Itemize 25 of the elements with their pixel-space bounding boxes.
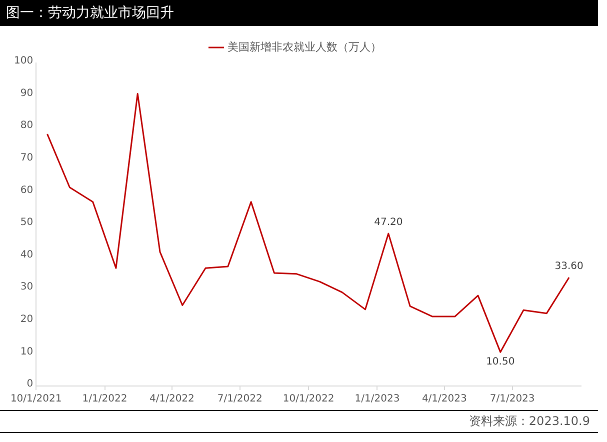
y-tick-label: 40: [20, 249, 34, 260]
chart-title: 图一：劳动力就业市场回升: [0, 0, 598, 26]
y-tick-label: 30: [20, 282, 34, 293]
data-label: 33.60: [554, 261, 584, 272]
y-tick-label: 70: [20, 152, 34, 164]
y-tick-label: 10: [20, 346, 34, 358]
x-tick-label: 4/1/2023: [422, 394, 467, 405]
y-tick-label: 90: [20, 88, 34, 99]
x-tick-label: 10/1/2022: [282, 394, 334, 405]
y-tick-label: 80: [20, 120, 34, 132]
y-tick-label: 0: [26, 378, 34, 390]
data-label: 10.50: [486, 356, 515, 368]
y-tick-label: 60: [20, 184, 34, 196]
x-tick-label: 7/1/2022: [217, 394, 262, 405]
x-tick-label: 7/1/2023: [490, 394, 535, 405]
y-tick-label: 20: [20, 314, 34, 325]
x-tick-label: 1/1/2022: [82, 394, 128, 405]
x-tick-label: 10/1/2021: [10, 394, 62, 405]
x-tick-label: 1/1/2023: [354, 394, 400, 405]
y-tick-label: 100: [14, 56, 34, 67]
text: 资料来源：2023.10.9: [468, 413, 590, 430]
legend-label: 美国新增非农就业人数（万人）: [227, 40, 382, 54]
data-label: 47.20: [374, 217, 403, 228]
x-tick-label: 4/1/2022: [149, 394, 194, 405]
y-tick-label: 50: [20, 217, 34, 228]
